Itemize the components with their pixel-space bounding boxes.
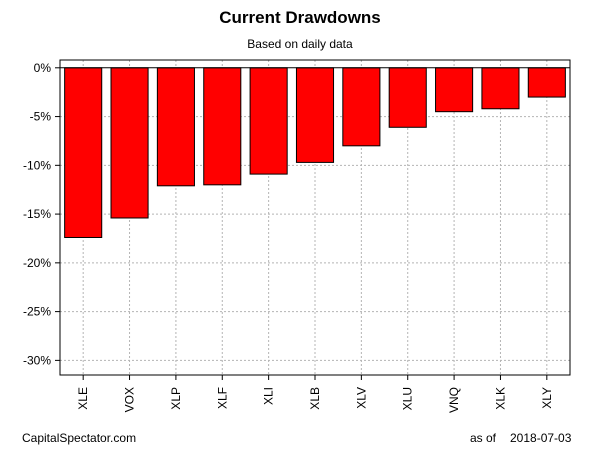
- y-tick-label: -15%: [23, 207, 51, 221]
- y-tick-label: -5%: [30, 110, 52, 124]
- x-tick-label: XLE: [76, 387, 90, 410]
- footer-source: CapitalSpectator.com: [22, 431, 137, 445]
- plot-frame: [59, 59, 571, 376]
- y-tick-label: -30%: [23, 353, 51, 367]
- bar-vnq: [435, 67, 474, 113]
- x-tick-label: VNQ: [447, 387, 461, 413]
- x-tick-label: XLP: [169, 387, 183, 410]
- y-tick-label: 0%: [34, 61, 52, 75]
- bar-xlb: [295, 67, 335, 163]
- y-tick-label: -20%: [23, 256, 51, 270]
- x-tick-label: VOX: [123, 387, 137, 412]
- chart-title: Current Drawdowns: [219, 8, 381, 27]
- bar-xlk: [481, 67, 520, 110]
- x-tick-label: XLI: [262, 387, 276, 405]
- footer-as-of-label: as of: [470, 431, 497, 445]
- bar-xlv: [342, 67, 381, 147]
- x-tick-label: XLY: [540, 387, 554, 409]
- footer-date: 2018-07-03: [510, 431, 572, 445]
- bar-xlf: [203, 67, 242, 186]
- y-tick-label: -10%: [23, 158, 51, 172]
- x-tick-label: XLF: [215, 387, 229, 409]
- x-tick-label: XLB: [308, 387, 322, 410]
- x-tick-label: XLU: [401, 387, 415, 410]
- chart-subtitle: Based on daily data: [247, 37, 353, 51]
- bar-xle: [64, 67, 103, 238]
- x-tick-label: XLV: [354, 387, 368, 409]
- bar-xli: [249, 67, 288, 175]
- bar-vox: [110, 67, 149, 219]
- bar-xlp: [156, 67, 195, 187]
- bar-xly: [527, 67, 566, 98]
- axis-layer: 0% -5% -10% -15% -20% -25% -30% XLE VOX XLP XLF XLI…: [23, 61, 570, 413]
- y-tick-label: -25%: [23, 305, 51, 319]
- bar-xlu: [388, 67, 427, 128]
- x-tick-label: XLK: [493, 387, 507, 410]
